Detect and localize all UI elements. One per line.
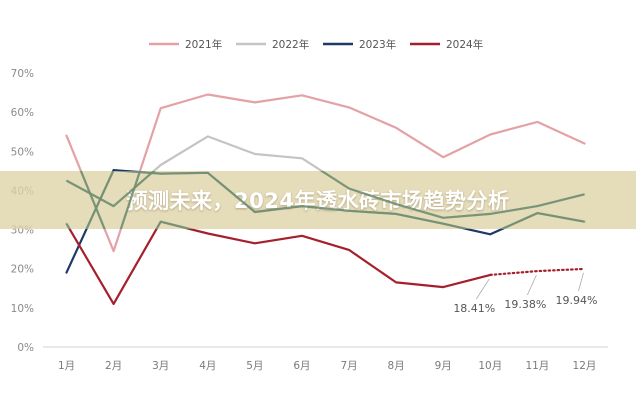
annotation-label: 19.38% [504,298,546,311]
x-tick-label: 7月 [340,360,357,372]
title-banner: 预测未来，2024年透水砖市场趋势分析 [0,171,636,229]
y-tick-label: 20% [11,264,34,276]
banner-title: 预测未来，2024年透水砖市场趋势分析 [126,189,510,213]
series-line [65,220,492,305]
legend-item: 2023年 [323,38,396,51]
annotation-label: 18.41% [453,302,495,315]
legend-item: 2022年 [236,38,309,51]
legend-label: 2022年 [272,38,309,51]
x-tick-label: 11月 [525,360,549,372]
x-tick-label: 3月 [152,360,169,372]
legend-item: 2021年 [149,38,222,51]
y-tick-label: 10% [11,303,34,315]
x-tick-label: 10月 [478,360,502,372]
annotation-layer: 18.41% 19.38% 19.94% [453,272,597,315]
series-line [65,93,586,253]
annotation-label: 19.94% [555,294,597,307]
y-tick-label: 70% [11,68,34,80]
x-tick-label: 8月 [388,360,405,372]
legend-label: 2021年 [185,38,222,51]
y-tick-label: 60% [11,107,34,119]
y-tick-label: 0% [17,342,34,354]
x-tick-label: 2月 [105,360,122,372]
x-tick-label: 5月 [246,360,263,372]
chart-legend: 2021年 2022年 2023年 2024年 [149,38,483,51]
legend-item: 2024年 [410,38,483,51]
x-tick-label: 1月 [58,360,75,372]
legend-label: 2023年 [359,38,396,51]
x-tick-label: 6月 [293,360,310,372]
x-tick-label: 12月 [573,360,597,372]
y-tick-label: 50% [11,146,34,158]
legend-label: 2024年 [446,38,483,51]
x-tick-label: 4月 [199,360,216,372]
annotation-leader [527,274,537,296]
x-axis: 1月 2月 3月 4月 5月 6月 7月 8月 9月 10月 11月 12月 [43,346,608,372]
series-projection-line [489,267,586,276]
x-tick-label: 9月 [435,360,452,372]
annotation-leader [475,278,490,300]
annotation-leader [578,272,584,292]
